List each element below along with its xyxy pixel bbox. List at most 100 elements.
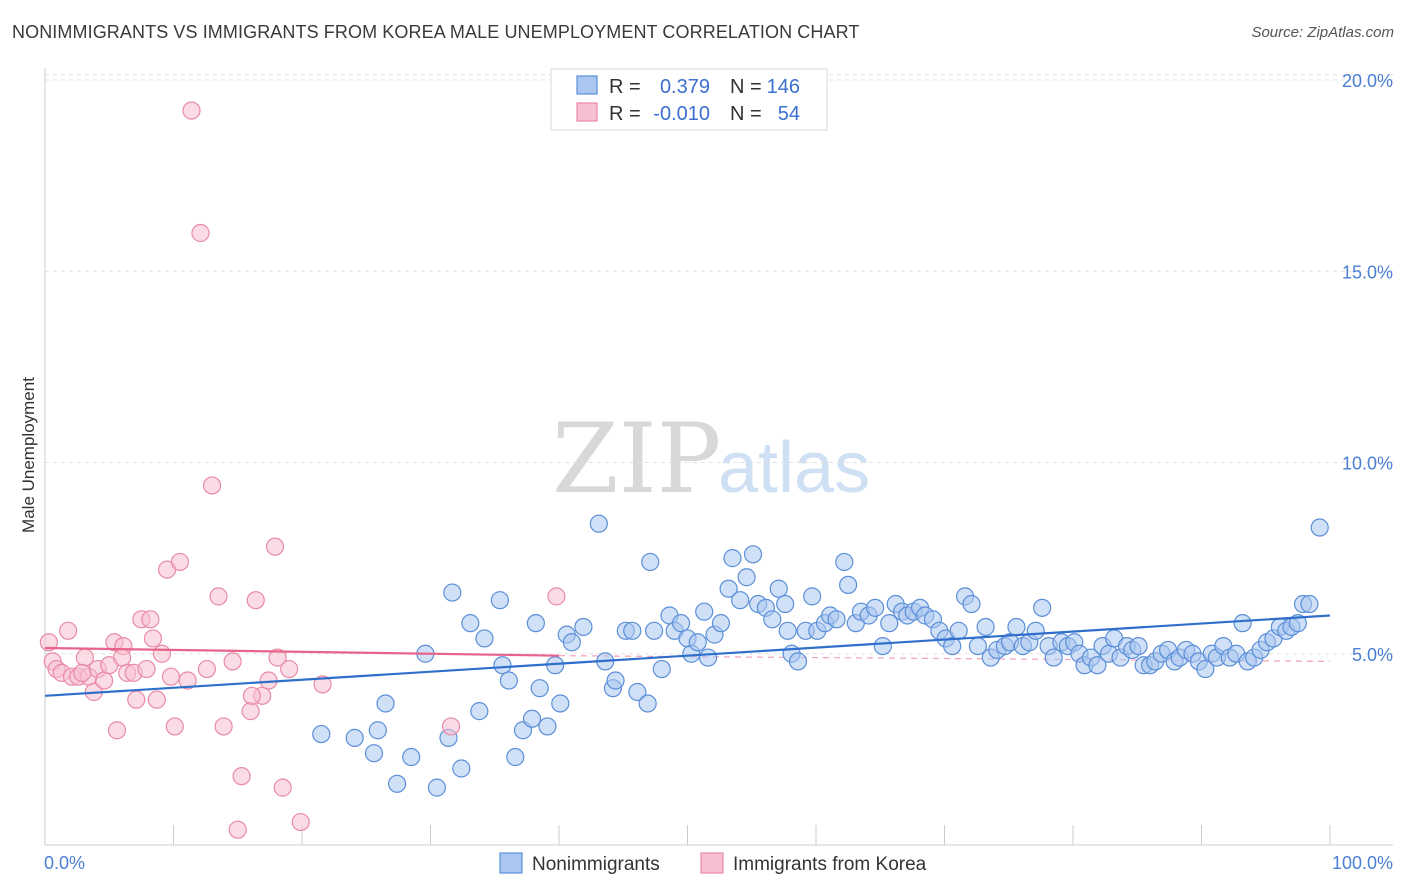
korea-point-29 xyxy=(178,671,197,690)
korea-point-39 xyxy=(241,702,260,721)
nonimmigrant-point-15 xyxy=(490,591,509,610)
korea-point-20 xyxy=(137,659,156,679)
nonimmigrant-point-63 xyxy=(803,587,822,606)
nonimmigrant-point-39 xyxy=(652,659,671,679)
korea-point-18 xyxy=(127,690,146,709)
korea-point-28 xyxy=(170,552,190,572)
nonimmigrant-point-5 xyxy=(387,774,407,793)
chart-title: NONIMMIGRANTS VS IMMIGRANTS FROM KOREA M… xyxy=(12,22,860,42)
korea-point-34 xyxy=(209,587,228,606)
nonimmigrant-point-90 xyxy=(976,617,995,637)
nonimmigrant-point-36 xyxy=(638,694,657,713)
korea-point-24 xyxy=(152,644,172,663)
korea-point-33 xyxy=(202,476,222,495)
nonimmigrant-point-86 xyxy=(949,621,968,640)
y-axis-label: Male Unemployment xyxy=(19,377,38,533)
nonimmigrant-point-25 xyxy=(551,694,570,713)
series-legend: Nonimmigrants Immigrants from Korea xyxy=(499,852,927,875)
korea-point-11 xyxy=(95,671,114,690)
korea-point-49 xyxy=(441,717,461,736)
legend-swatch-nonimmigrants xyxy=(576,75,598,95)
nonimmigrant-point-51 xyxy=(723,549,742,568)
nonimmigrant-point-98 xyxy=(1026,621,1045,640)
nonimmigrant-point-144 xyxy=(1310,518,1329,537)
y-tick-label-0: 5.0% xyxy=(1352,645,1393,665)
korea-point-14 xyxy=(107,721,127,740)
bottom-legend-swatch-korea xyxy=(700,852,724,874)
nonimmigrant-point-38 xyxy=(644,621,664,640)
legend-r-value-1: 0.379 xyxy=(660,76,710,98)
nonimmigrant-point-53 xyxy=(737,568,756,587)
legend-r-value-2: -0.010 xyxy=(653,103,710,125)
korea-point-37 xyxy=(228,820,247,839)
trendline-nonimmigrants xyxy=(44,614,1331,697)
korea-point-51 xyxy=(112,648,132,667)
nonimmigrant-point-8 xyxy=(427,778,447,797)
nonimmigrant-point-6 xyxy=(402,747,421,767)
nonimmigrant-point-37 xyxy=(641,552,660,572)
trendline-korea xyxy=(44,646,560,657)
korea-point-21 xyxy=(141,610,160,629)
nonimmigrant-point-20 xyxy=(522,709,542,728)
korea-point-30 xyxy=(182,101,201,120)
nonimmigrant-point-101 xyxy=(1044,648,1063,667)
korea-point-46 xyxy=(280,659,299,679)
x-tick-label-max: 100.0% xyxy=(1332,853,1393,873)
nonimmigrant-point-3 xyxy=(368,721,387,740)
legend-r-label-2: R = xyxy=(609,103,641,125)
korea-point-27 xyxy=(165,717,184,736)
nonimmigrant-point-46 xyxy=(695,602,714,621)
nonimmigrant-point-13 xyxy=(470,702,489,721)
nonimmigrant-point-143 xyxy=(1300,594,1319,614)
korea-point-45 xyxy=(273,778,292,797)
korea-point-40 xyxy=(246,591,265,610)
nonimmigrant-point-52 xyxy=(731,591,750,610)
korea-point-32 xyxy=(197,659,217,679)
nonimmigrant-point-14 xyxy=(475,629,494,648)
nonimmigrant-point-22 xyxy=(530,679,549,698)
nonimmigrant-point-126 xyxy=(1196,659,1215,679)
nonimmigrant-point-69 xyxy=(839,575,858,595)
korea-point-47 xyxy=(291,812,310,832)
nonimmigrant-point-57 xyxy=(763,610,782,629)
korea-point-35 xyxy=(214,717,233,736)
nonimmigrant-point-17 xyxy=(499,671,518,690)
korea-point-22 xyxy=(143,629,163,648)
nonimmigrant-point-29 xyxy=(589,514,608,533)
nonimmigrant-point-61 xyxy=(788,652,808,671)
legend-n-value-1: 146 xyxy=(767,76,800,98)
y-tick-label-2: 15.0% xyxy=(1342,262,1393,282)
legend-n-label-1: N = xyxy=(730,76,762,98)
legend-r-label-1: R = xyxy=(609,76,641,98)
nonimmigrant-point-95 xyxy=(1007,617,1026,637)
nonimmigrant-point-145 xyxy=(778,621,797,640)
korea-point-26 xyxy=(161,667,181,686)
korea-point-36 xyxy=(223,652,242,671)
korea-point-52 xyxy=(73,663,92,682)
nonimmigrant-point-68 xyxy=(835,552,854,572)
korea-point-23 xyxy=(147,690,166,709)
nonimmigrant-point-10 xyxy=(443,583,462,602)
nonimmigrant-point-42 xyxy=(671,614,691,633)
y-tick-label-1: 10.0% xyxy=(1342,454,1393,474)
nonimmigrant-point-4 xyxy=(376,694,395,713)
legend-n-value-2: 54 xyxy=(778,103,800,125)
x-tick-label-min: 0.0% xyxy=(44,853,85,873)
korea-point-31 xyxy=(191,223,210,243)
legend-swatch-korea xyxy=(576,102,598,122)
nonimmigrant-point-34 xyxy=(623,621,642,640)
nonimmigrant-point-59 xyxy=(776,594,795,614)
nonimmigrant-point-1 xyxy=(345,728,364,748)
nonimmigrant-point-28 xyxy=(574,617,593,637)
korea-point-38 xyxy=(232,767,251,786)
nonimmigrant-point-21 xyxy=(526,614,545,633)
korea-point-48 xyxy=(313,675,332,694)
nonimmigrant-point-75 xyxy=(880,614,899,633)
korea-point-53 xyxy=(242,686,261,705)
korea-point-0 xyxy=(39,633,58,652)
nonimmigrant-point-108 xyxy=(1088,656,1107,675)
nonimmigrant-point-58 xyxy=(769,579,788,598)
nonimmigrant-point-12 xyxy=(461,614,480,633)
correlation-legend: R = 0.379 N = 146 R = -0.010 N = 54 xyxy=(550,68,828,131)
